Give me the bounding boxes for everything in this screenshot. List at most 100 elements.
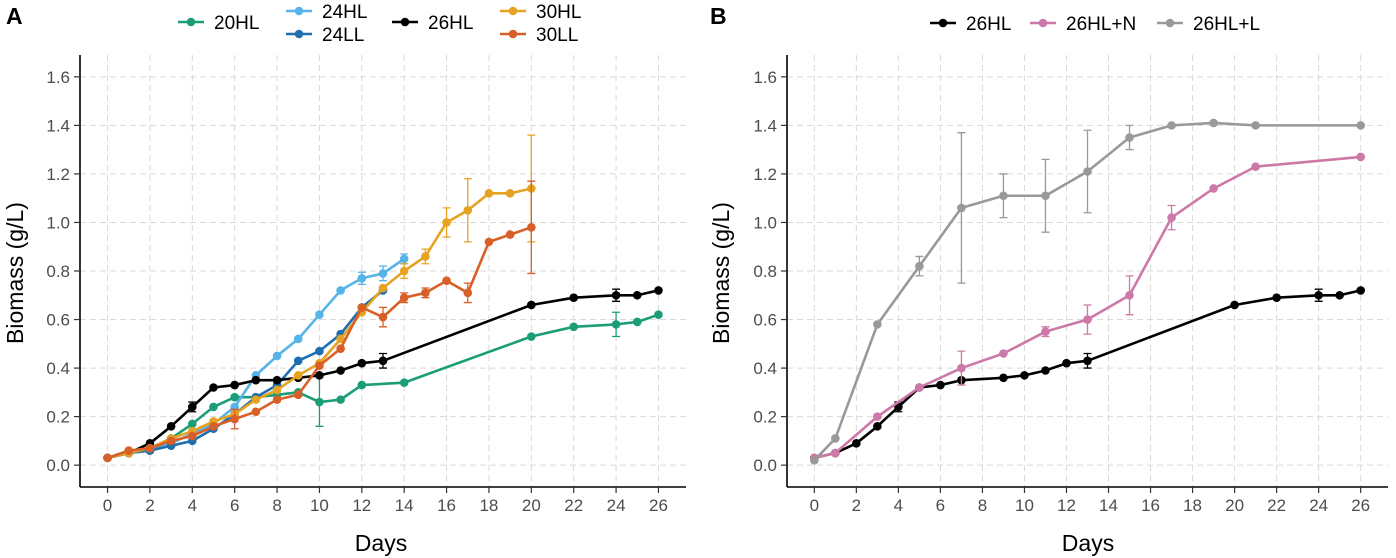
panel-a-point-30ll-6 (230, 414, 239, 424)
panel-b-point-26hl-9 (1020, 371, 1029, 380)
panel-a-point-24ll-10 (315, 346, 324, 356)
panel-a-point-24ll-9 (293, 356, 303, 366)
panel-b-point-26hl-plus-l-0 (810, 456, 819, 465)
panel-a-y-tick-label-4: 0.8 (46, 262, 70, 281)
panel-b-point-26hl-13 (1230, 300, 1239, 310)
panel-a-point-26hl-15 (569, 293, 578, 302)
panel-a-legend-item-30hl: 30HL (500, 2, 581, 23)
panel-b-line-26hl (813, 289, 1362, 460)
panel-a-point-30hl-9 (293, 371, 303, 380)
panel-a-x-tick-label-4: 4 (188, 496, 197, 515)
panel-b-legend-key-dot-26hl (938, 18, 948, 28)
panel-a-point-20hl-14 (527, 332, 536, 341)
panel-a-axes: 0 2 4 6 8 10 12 14 16 18 20 22 24 260.00.20.40.60.81.… (46, 55, 686, 515)
panel-b-legend-label-26hl-plus-n: 26HL+N (1066, 14, 1136, 35)
panel-a-legend-key-dot-20hl (186, 17, 196, 27)
panel-a-series-24ll (103, 286, 388, 463)
panel-b-y-tick-label-0: 0.0 (753, 456, 777, 475)
panel-b-series-26hl-plus-n (810, 152, 1365, 463)
panel-a-point-24hl-9 (293, 334, 303, 344)
panel-a-point-30ll-2 (145, 443, 155, 453)
panel-a-y-tick-label-0: 0.0 (46, 456, 70, 475)
panel-a-point-30ll-1 (124, 446, 134, 455)
panel-b-x-tick-label-10: 10 (1015, 496, 1034, 515)
panel-a-legend-label-24ll: 24LL (322, 25, 364, 46)
panel-b-x-tick-label-16: 16 (1141, 496, 1160, 515)
panel-a-point-30ll-0 (103, 453, 112, 463)
panel-a-point-26hl-5 (209, 383, 218, 392)
panel-a-series-30ll (103, 180, 536, 463)
panel-b-x-tick-label-20: 20 (1225, 496, 1244, 515)
panel-b-legend-item-26hl: 26HL (930, 14, 1011, 35)
panel-b-point-26hl-3 (873, 422, 882, 431)
panel-a-point-24hl-11 (336, 286, 345, 295)
panel-a-point-30hl-13 (378, 283, 388, 293)
panel-a-legend-key-dot-26hl (400, 17, 410, 27)
panel-a-y-axis-label: Biomass (g/L) (2, 202, 28, 344)
panel-b-point-26hl-2 (852, 439, 861, 448)
panel-a-point-30ll-14 (399, 293, 409, 302)
panel-b-y-tick-label-1: 0.2 (753, 408, 777, 427)
panel-a-y-tick-label-5: 1.0 (46, 213, 70, 232)
panel-a-point-26hl-7 (251, 375, 261, 385)
panel-a-legend-item-26hl: 26HL (392, 13, 473, 34)
panel-a-legend-label-26hl: 26HL (428, 13, 473, 34)
panel-a-point-30hl-18 (484, 189, 494, 198)
panel-b-y-tick-label-4: 0.8 (753, 262, 777, 281)
panel-a-x-tick-label-24: 24 (607, 496, 626, 515)
panel-a-legend-item-24hl: 24HL (286, 2, 367, 23)
panel-b-point-26hl-plus-l-11 (1251, 121, 1260, 130)
panel-b-point-26hl-plus-n-10 (1209, 184, 1218, 193)
panel-a-point-30ll-18 (484, 237, 494, 247)
panel-b-legend-item-26hl-plus-l: 26HL+L (1157, 14, 1260, 35)
panel-b-point-26hl-plus-n-7 (1083, 315, 1092, 324)
panel-b-y-tick-label-7: 1.4 (753, 116, 777, 135)
panel-a-x-tick-label-22: 22 (564, 496, 583, 515)
panel-a-point-26hl-14 (527, 300, 536, 310)
panel-b-legend-label-26hl: 26HL (966, 14, 1011, 35)
panel-a-point-26hl-3 (166, 422, 176, 431)
panel-a-point-20hl-18 (654, 310, 663, 319)
panel-b-y-tick-label-3: 0.6 (753, 311, 777, 330)
panel-a-x-tick-label-6: 6 (230, 496, 239, 515)
panel-b-point-26hl-plus-l-12 (1356, 121, 1365, 130)
panel-b-point-26hl-plus-l-1 (831, 434, 840, 443)
panel-a-point-30ll-5 (209, 422, 218, 431)
panel-a-legend-label-20hl: 20HL (214, 13, 259, 34)
panel-b-point-26hl-plus-l-8 (1125, 133, 1134, 142)
panel-a-point-30ll-11 (336, 344, 345, 353)
panel-a-point-30hl-19 (505, 189, 515, 198)
panel-a-legend-item-20hl: 20HL (178, 13, 259, 34)
panel-a: A 0 2 4 6 8 10 12 14 16 18 20 22 24 260.00.20.40.60.8… (2, 2, 686, 556)
panel-b-point-26hl-17 (1356, 286, 1365, 295)
panel-b-x-tick-label-2: 2 (852, 496, 861, 515)
panel-b-legend: 26HL 26HL+N 26HL+L (930, 14, 1260, 35)
panel-b-x-tick-label-4: 4 (894, 496, 903, 515)
panel-a-point-30ll-9 (293, 390, 303, 400)
panel-a-x-tick-label-10: 10 (310, 496, 329, 515)
panel-a-series (103, 134, 663, 463)
panel-b-point-26hl-plus-n-3 (915, 383, 924, 392)
panel-b-legend-label-26hl-plus-l: 26HL+L (1193, 14, 1260, 35)
panel-a-legend-key-dot-30hl (508, 6, 518, 16)
panel-a-legend-label-30ll: 30LL (536, 25, 578, 46)
panel-b-point-26hl-plus-n-8 (1125, 290, 1134, 300)
panel-a-point-20hl-12 (357, 380, 367, 390)
panel-a-point-30ll-20 (527, 223, 536, 232)
panel-a-x-tick-label-2: 2 (145, 496, 154, 515)
panel-a-y-tick-label-1: 0.2 (46, 408, 70, 427)
panel-b-x-tick-label-6: 6 (936, 496, 945, 515)
panel-b-x-tick-label-24: 24 (1309, 496, 1328, 515)
panel-a-point-26hl-11 (336, 366, 345, 375)
panel-b-axes: 0 2 4 6 8 10 12 14 16 18 20 22 24 260.00.20.40.60.81.… (753, 55, 1388, 515)
panel-a-point-30hl-11 (336, 334, 345, 344)
panel-a-point-26hl-18 (654, 286, 663, 295)
panel-b-x-tick-label-18: 18 (1183, 496, 1202, 515)
panel-a-legend-label-24hl: 24HL (322, 2, 367, 23)
panel-a-point-30ll-19 (505, 230, 515, 239)
panel-b-point-26hl-plus-n-6 (1041, 327, 1050, 336)
panel-b-series (810, 118, 1365, 465)
panel-b-point-26hl-plus-l-4 (957, 203, 966, 213)
panel-a-point-20hl-13 (399, 378, 409, 387)
panel-a-point-30ll-17 (463, 288, 473, 298)
